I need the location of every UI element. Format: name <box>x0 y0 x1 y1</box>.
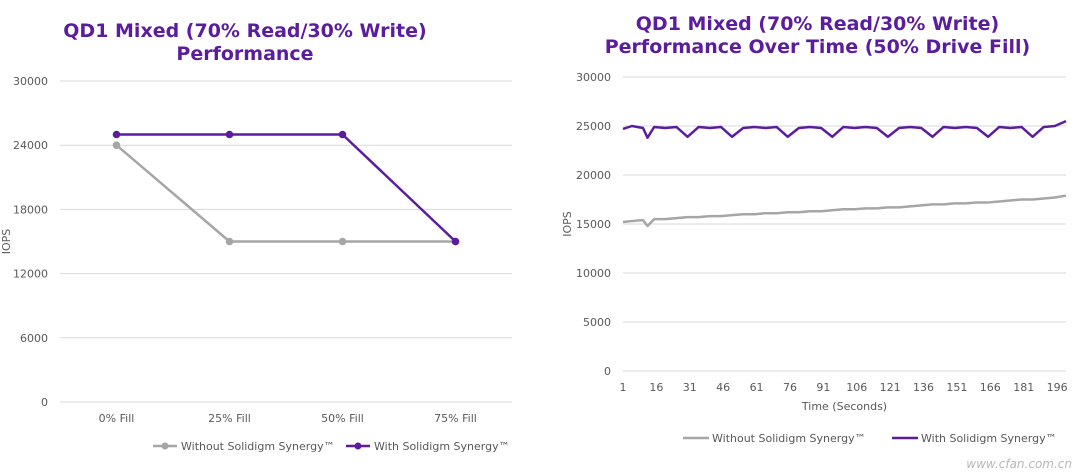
x-tick-label-2: 31 <box>683 381 697 394</box>
x-tick-label-1: 16 <box>649 381 663 394</box>
x-tick-label-6: 91 <box>816 381 830 394</box>
x-tick-label-5: 76 <box>783 381 797 394</box>
y-axis-title: IOPS <box>561 211 574 237</box>
y-tick-label-3: 18000 <box>13 203 48 216</box>
y-tick-label-6: 30000 <box>576 71 611 84</box>
y-tick-label-2: 10000 <box>576 267 611 280</box>
series-line-1 <box>116 133 457 243</box>
x-tick-label-3: 46 <box>716 381 730 394</box>
x-tick-label-1: 25% Fill <box>208 412 251 425</box>
legend-label-0: Without Solidigm Synergy™ <box>181 440 335 453</box>
watermark: www.cfan.com.cn <box>966 457 1072 471</box>
chart-right-title: QD1 Mixed (70% Read/30% Write) Performan… <box>560 13 1075 59</box>
y-tick-label-4: 20000 <box>576 169 611 182</box>
chart-left-title-line-1: QD1 Mixed (70% Read/30% Write) <box>63 20 427 42</box>
y-tick-label-3: 15000 <box>576 218 611 231</box>
chart-right-svg: 0 5000 10000 15000 20000 25000 30000 1 16 31 46 61 7… <box>561 71 1068 445</box>
x-tick-label-4: 61 <box>750 381 764 394</box>
x-axis-title: Time (Seconds) <box>801 400 887 413</box>
y-tick-label-4: 24000 <box>13 139 48 152</box>
x-tick-label-7: 106 <box>846 381 867 394</box>
series-0-point-0 <box>112 141 121 149</box>
series-0-point-2 <box>338 237 347 246</box>
legend-label-1: With Solidigm Synergy™ <box>921 432 1057 445</box>
x-tick-label-13: 196 <box>1047 381 1068 394</box>
x-tick-label-8: 121 <box>880 381 901 394</box>
chart-right-panel: QD1 Mixed (70% Read/30% Write) Performan… <box>540 0 1080 473</box>
chart-right-title-line-2: Performance Over Time (50% Drive Fill) <box>604 36 1031 58</box>
y-tick-label-5: 30000 <box>13 75 48 88</box>
x-tick-label-2: 50% Fill <box>321 412 364 425</box>
y-tick-label-0: 0 <box>604 365 611 378</box>
series-1-point-1 <box>225 130 234 139</box>
legend-marker-0 <box>161 442 169 450</box>
chart-left-panel: QD1 Mixed (70% Read/30% Write) Performan… <box>0 20 512 453</box>
y-axis-title: IOPS <box>0 229 13 255</box>
series-line-1 <box>622 119 1067 140</box>
series-1-point-3 <box>451 237 460 246</box>
x-tick-label-11: 166 <box>980 381 1001 394</box>
y-tick-label-0: 0 <box>41 396 48 409</box>
series-0-point-1 <box>225 237 234 246</box>
y-tick-label-5: 25000 <box>576 120 611 133</box>
chart-left-title: QD1 Mixed (70% Read/30% Write) Performan… <box>10 20 480 66</box>
series-1-point-2 <box>338 130 347 139</box>
legend-label-0: Without Solidigm Synergy™ <box>712 432 866 445</box>
x-tick-label-10: 151 <box>946 381 967 394</box>
chart-left-title-line-2: Performance <box>176 43 314 65</box>
series-line-0 <box>115 144 456 243</box>
y-tick-label-1: 6000 <box>20 332 48 345</box>
x-tick-label-12: 181 <box>1013 381 1034 394</box>
x-tick-label-0: 1 <box>620 381 627 394</box>
x-tick-label-9: 136 <box>913 381 934 394</box>
y-tick-label-2: 12000 <box>13 268 48 281</box>
x-tick-label-3: 75% Fill <box>434 412 477 425</box>
x-tick-label-0: 0% Fill <box>99 412 135 425</box>
series-1-point-0 <box>112 130 121 139</box>
series-line-0 <box>622 194 1067 228</box>
legend-marker-1 <box>354 442 362 450</box>
chart-left-svg: 0 6000 12000 18000 24000 30000 0% Fill 25% Fill… <box>0 75 512 453</box>
chart-right-title-line-1: QD1 Mixed (70% Read/30% Write) <box>635 13 1000 35</box>
legend-label-1: With Solidigm Synergy™ <box>374 440 510 453</box>
y-tick-label-1: 5000 <box>583 316 611 329</box>
